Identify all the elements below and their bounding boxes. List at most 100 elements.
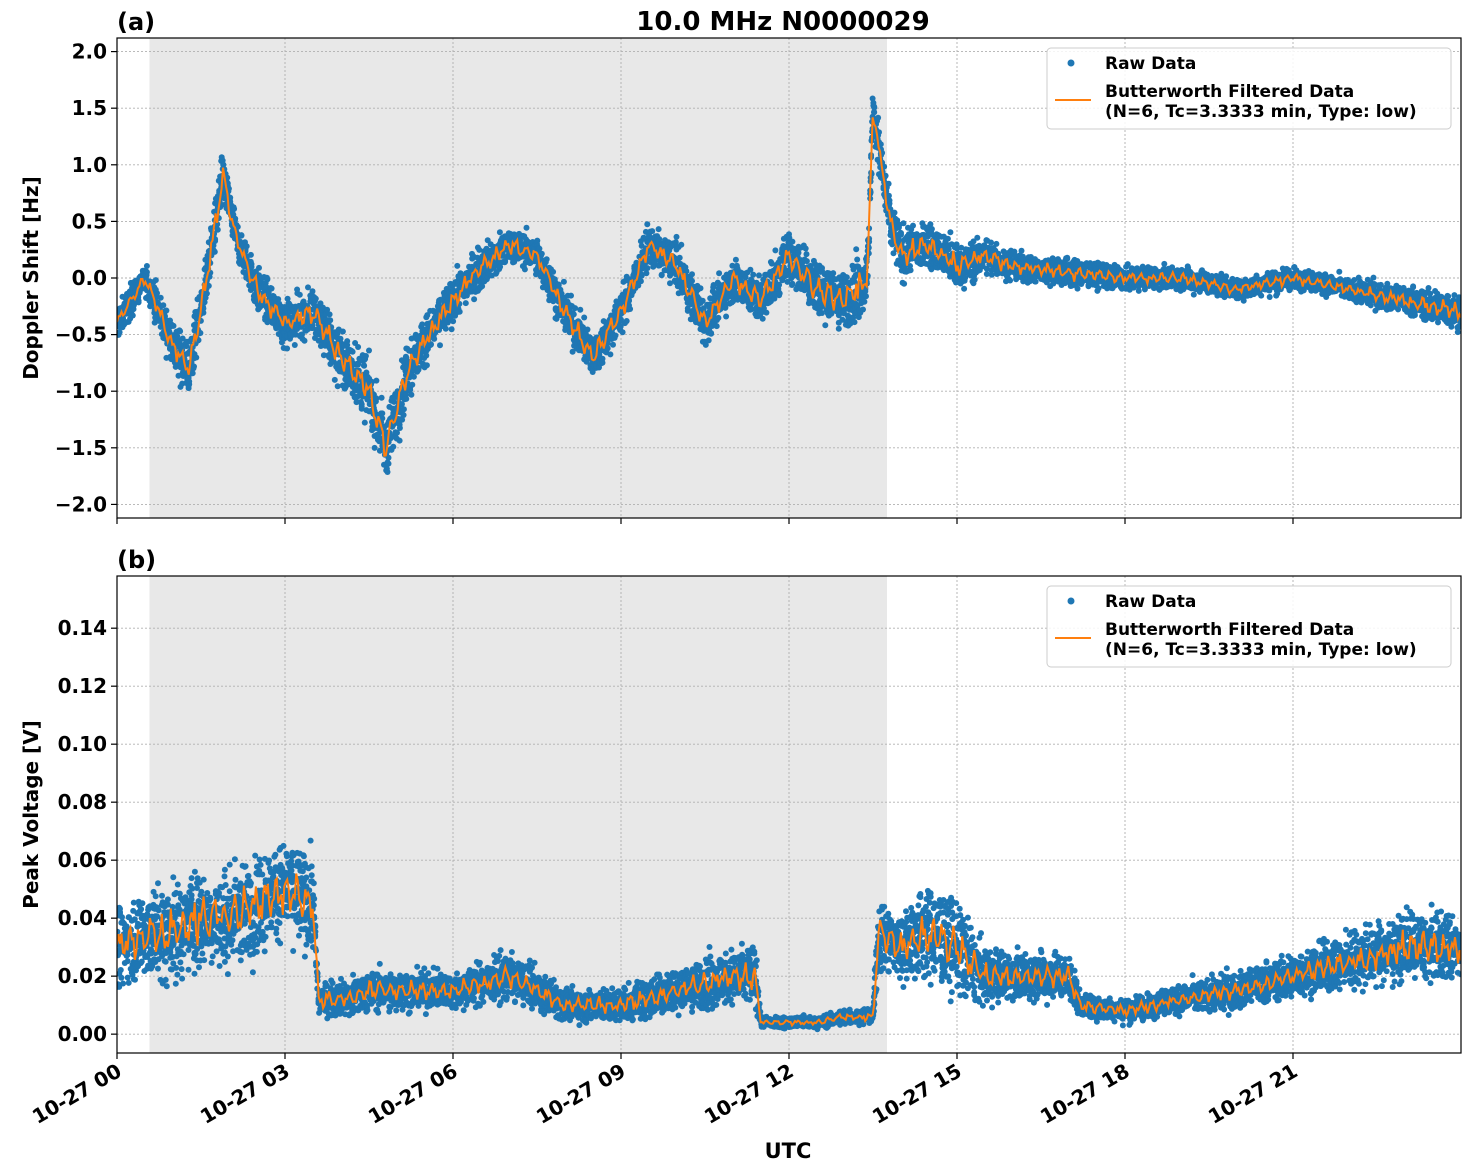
raw-data-point <box>373 395 380 402</box>
raw-data-point <box>907 267 914 274</box>
raw-data-point <box>373 377 380 384</box>
raw-data-point <box>234 223 241 230</box>
raw-data-point <box>851 319 858 326</box>
raw-data-point <box>543 256 550 263</box>
raw-data-point <box>423 362 430 369</box>
raw-data-point <box>454 262 461 269</box>
raw-data-point <box>750 271 757 278</box>
raw-data-point <box>361 419 368 426</box>
raw-data-point <box>247 251 254 258</box>
raw-data-point <box>284 295 291 302</box>
raw-data-point <box>802 245 809 252</box>
raw-data-point <box>1007 277 1014 284</box>
raw-data-point <box>910 222 916 229</box>
raw-data-point <box>944 235 951 242</box>
raw-data-point <box>689 271 695 278</box>
raw-data-point <box>853 246 860 253</box>
raw-data-point <box>256 264 262 271</box>
raw-data-point <box>205 282 212 289</box>
raw-data-point <box>521 266 528 273</box>
raw-data-point <box>390 443 397 450</box>
raw-data-point <box>419 321 426 328</box>
raw-data-point <box>763 309 770 316</box>
raw-data-point <box>135 299 142 306</box>
raw-data-point <box>898 231 904 238</box>
raw-data-point <box>705 337 712 344</box>
raw-data-point <box>327 317 334 324</box>
raw-data-point <box>299 331 305 338</box>
raw-data-point <box>358 403 365 410</box>
raw-data-point <box>268 285 275 292</box>
raw-data-point <box>577 306 584 313</box>
raw-data-point <box>362 353 369 359</box>
raw-data-point <box>607 351 614 358</box>
raw-data-point <box>637 278 644 285</box>
raw-data-point <box>581 314 588 321</box>
raw-data-point <box>689 278 695 284</box>
raw-data-point <box>231 205 238 212</box>
raw-data-point <box>655 226 662 233</box>
raw-data-point <box>331 376 338 383</box>
raw-data-point <box>658 272 665 279</box>
raw-data-point <box>993 240 1000 247</box>
raw-data-point <box>822 322 829 329</box>
raw-data-point <box>861 298 868 305</box>
raw-data-point <box>379 410 386 417</box>
raw-data-point <box>339 328 346 335</box>
raw-data-point <box>756 272 762 279</box>
raw-data-point <box>309 322 316 329</box>
raw-data-point <box>456 308 463 315</box>
raw-data-point <box>708 330 715 336</box>
raw-data-point <box>448 326 455 333</box>
raw-data-point <box>396 437 403 444</box>
raw-data-point <box>974 234 981 241</box>
raw-data-point <box>795 249 802 256</box>
raw-data-point <box>320 352 327 359</box>
raw-data-point <box>423 352 430 359</box>
raw-data-point <box>789 280 796 287</box>
raw-data-point <box>160 302 167 309</box>
raw-data-point <box>264 276 271 283</box>
raw-data-point <box>871 109 878 116</box>
raw-data-point <box>803 251 810 258</box>
raw-data-point <box>385 454 392 461</box>
raw-data-point <box>203 290 210 297</box>
raw-data-point <box>391 398 398 405</box>
raw-data-point <box>928 226 935 232</box>
raw-data-point <box>450 318 457 325</box>
raw-data-point <box>326 311 333 318</box>
raw-data-point <box>854 256 861 263</box>
raw-data-point <box>312 295 319 302</box>
raw-data-point <box>776 290 783 297</box>
raw-data-point <box>214 221 221 228</box>
raw-data-point <box>649 228 656 235</box>
raw-data-point <box>163 307 170 314</box>
raw-data-point <box>555 281 562 288</box>
raw-data-point <box>1018 247 1025 254</box>
raw-data-point <box>344 338 351 345</box>
raw-data-point <box>713 323 720 330</box>
raw-data-point <box>334 383 341 390</box>
raw-data-point <box>172 363 179 370</box>
raw-data-point <box>431 335 438 342</box>
raw-data-point <box>584 326 591 333</box>
raw-data-point <box>900 220 907 227</box>
figure-title: 10.0 MHz N0000029 <box>636 7 929 37</box>
raw-data-point <box>983 271 990 277</box>
raw-data-point <box>886 197 893 204</box>
raw-data-point <box>232 215 239 222</box>
raw-data-point <box>355 393 362 400</box>
raw-data-point <box>643 270 650 277</box>
raw-data-point <box>988 239 994 246</box>
raw-data-point <box>400 406 407 413</box>
raw-data-point <box>523 224 530 231</box>
raw-data-point <box>536 245 543 252</box>
raw-data-point <box>971 276 978 283</box>
raw-data-point <box>471 296 478 303</box>
raw-data-point <box>410 373 417 380</box>
raw-data-point <box>988 271 995 278</box>
raw-data-point <box>379 415 386 422</box>
raw-data-point <box>732 256 739 263</box>
raw-data-point <box>296 291 303 298</box>
